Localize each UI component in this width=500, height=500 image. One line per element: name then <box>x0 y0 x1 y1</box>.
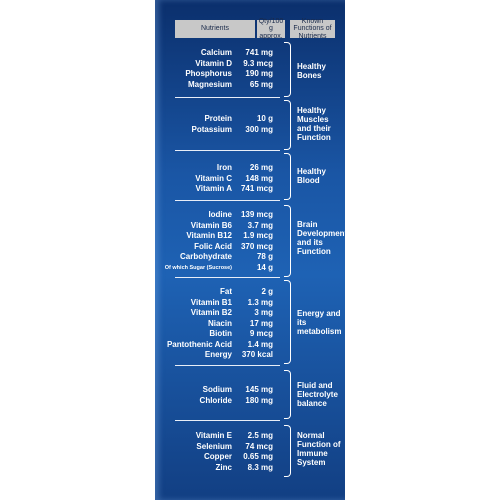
nutrient-qty: 370 mcg <box>240 241 273 251</box>
nutrient-qty: 145 mg <box>245 385 273 394</box>
bracket <box>284 280 291 364</box>
nutrient-name: Iron <box>216 163 232 172</box>
nutrient-qty: 741 mcg <box>240 184 273 193</box>
nutrient-qty: 3.7 mg <box>247 220 273 230</box>
nutrient-name: Magnesium <box>187 79 232 89</box>
nutrient-name: Vitamin A <box>195 184 232 193</box>
nutrient-name: Vitamin D <box>195 58 232 68</box>
nutrient-qty: 190 mg <box>245 69 273 78</box>
nutrient-name: Fat <box>220 287 232 296</box>
nutrient-qty: 3 mg <box>254 308 273 317</box>
separator <box>175 150 280 151</box>
nutrient-qty: 139 mcg <box>240 210 273 219</box>
nutrient-qty: 26 mg <box>249 163 273 172</box>
separator <box>175 420 280 421</box>
label-panel <box>155 0 345 500</box>
nutrient-name: Zinc <box>215 462 232 472</box>
nutrient-name: Vitamin B6 <box>190 220 232 230</box>
function-text: Fluid and Electrolyte balance <box>297 381 338 408</box>
nutrient-name: Copper <box>204 452 232 461</box>
nutrient-name: Biotin <box>209 329 232 338</box>
nutrient-name: Vitamin B1 <box>190 297 232 307</box>
nutrient-qty: 0.65 mg <box>243 452 273 461</box>
bracket <box>284 425 291 477</box>
nutrient-name: Vitamin C <box>195 173 232 183</box>
separator <box>175 200 280 201</box>
nutrient-qty: 14 g <box>256 262 273 272</box>
bracket <box>284 42 291 97</box>
nutrient-qty: 180 mg <box>245 395 273 405</box>
nutrient-name: Potassium <box>191 124 232 134</box>
nutrient-qty: 1.3 mg <box>247 297 273 307</box>
nutrient-qty: 78 g <box>256 252 273 261</box>
nutrient-name: Carbohydrate <box>179 252 232 261</box>
nutrient-name: Sodium <box>202 385 232 394</box>
nutrient-qty: 8.3 mg <box>247 462 273 472</box>
function-text: Brain Development and its Function <box>297 220 348 256</box>
bracket <box>284 205 291 277</box>
separator <box>175 365 280 366</box>
nutrient-qty: 2.5 mg <box>247 431 273 440</box>
nutrient-qty: 65 mg <box>249 79 273 89</box>
nutrient-name: Vitamin E <box>195 431 232 440</box>
nutrient-name: Phosphorus <box>185 69 232 78</box>
function-text: Normal Function of Immune System <box>297 431 341 467</box>
bracket <box>284 153 291 200</box>
nutrient-qty: 1.4 mg <box>247 339 273 349</box>
nutrient-name: Chloride <box>199 395 232 405</box>
nutrient-name: Calcium <box>200 48 232 57</box>
bracket <box>284 100 291 150</box>
nutrient-qty: 9 mcg <box>249 329 273 338</box>
function-text: Energy and its metabolism <box>297 309 342 336</box>
function-text: Healthy Bones <box>297 62 326 80</box>
nutrient-qty: 2 g <box>261 287 273 296</box>
separator <box>175 277 280 278</box>
nutrient-qty: 17 mg <box>249 318 273 328</box>
nutrient-qty: 300 mg <box>245 124 273 134</box>
nutrient-name: Pantothenic Acid <box>166 339 232 349</box>
function-text: Healthy Muscles and their Function <box>297 106 331 142</box>
header-qty: Qty/100 g approx. <box>257 17 285 40</box>
nutrient-qty: 1.9 mcg <box>243 231 273 240</box>
function-text: Healthy Blood <box>297 167 326 185</box>
header-functions: Known Functions of Nutrients <box>290 18 335 40</box>
nutrient-qty: 370 kcal <box>241 350 273 359</box>
nutrient-name: Niacin <box>207 318 232 328</box>
nutrient-name: Of which Sugar (Sucrose) <box>164 264 232 271</box>
nutrient-name: Energy <box>204 350 232 359</box>
nutrient-qty: 148 mg <box>245 173 273 183</box>
nutrient-name: Vitamin B2 <box>190 308 232 317</box>
nutrient-name: Selenium <box>196 441 232 451</box>
nutrient-name: Folic Acid <box>194 241 232 251</box>
nutrient-name: Vitamin B12 <box>186 231 232 240</box>
nutrient-qty: 74 mcg <box>245 441 273 451</box>
nutrient-qty: 9.3 mcg <box>243 58 273 68</box>
nutrient-qty: 10 g <box>256 114 273 123</box>
nutrient-name: Protein <box>204 114 232 123</box>
header-nutrients: Nutrients <box>175 20 255 38</box>
nutrient-qty: 741 mg <box>245 48 273 57</box>
separator <box>175 97 280 98</box>
bracket <box>284 370 291 419</box>
nutrient-name: Iodine <box>208 210 232 219</box>
